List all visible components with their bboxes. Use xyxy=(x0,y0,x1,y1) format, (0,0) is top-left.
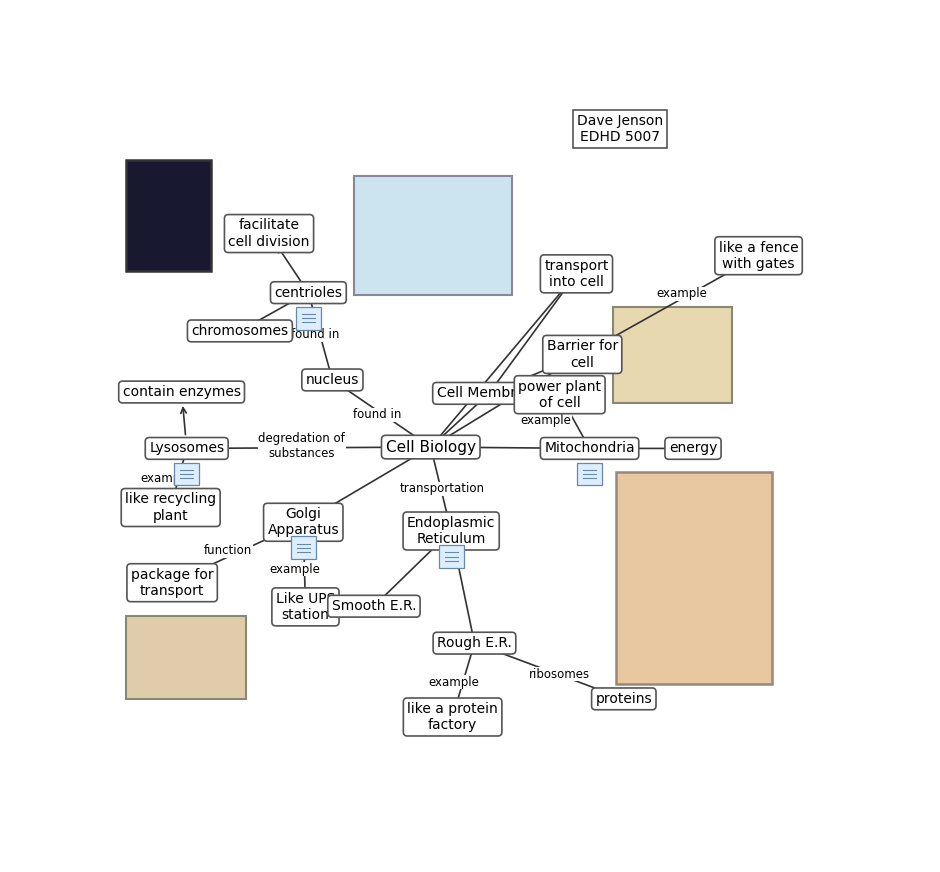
FancyBboxPatch shape xyxy=(296,307,321,330)
Text: function: function xyxy=(204,544,252,557)
FancyBboxPatch shape xyxy=(613,307,732,404)
Text: found in: found in xyxy=(353,408,401,421)
Text: Rough E.R.: Rough E.R. xyxy=(437,637,512,651)
FancyBboxPatch shape xyxy=(174,462,199,486)
FancyBboxPatch shape xyxy=(290,536,316,559)
Text: proteins: proteins xyxy=(596,691,652,705)
Text: like a fence
with gates: like a fence with gates xyxy=(719,241,798,271)
Text: example: example xyxy=(429,676,479,689)
Text: example: example xyxy=(141,472,192,485)
Text: Endoplasmic
Reticulum: Endoplasmic Reticulum xyxy=(407,516,495,546)
Text: transport
into cell: transport into cell xyxy=(544,259,608,289)
FancyBboxPatch shape xyxy=(354,176,511,295)
Text: ribosomes: ribosomes xyxy=(529,668,590,680)
FancyBboxPatch shape xyxy=(577,462,602,486)
Text: transportation: transportation xyxy=(400,482,484,495)
Text: Dave Jenson
EDHD 5007: Dave Jenson EDHD 5007 xyxy=(577,113,664,144)
Text: contain enzymes: contain enzymes xyxy=(122,385,241,399)
Text: chromosomes: chromosomes xyxy=(192,324,289,338)
Text: found in: found in xyxy=(290,329,339,342)
Text: like recycling
plant: like recycling plant xyxy=(125,493,216,522)
Text: Mitochondria: Mitochondria xyxy=(544,441,635,455)
FancyBboxPatch shape xyxy=(126,616,245,698)
Text: Cell Membrane: Cell Membrane xyxy=(436,386,541,400)
Text: facilitate
cell division: facilitate cell division xyxy=(228,219,309,249)
Text: example: example xyxy=(521,413,572,426)
Text: energy: energy xyxy=(669,441,717,455)
FancyBboxPatch shape xyxy=(616,472,772,685)
Text: centrioles: centrioles xyxy=(274,286,342,300)
FancyBboxPatch shape xyxy=(126,160,211,271)
Text: power plant
of cell: power plant of cell xyxy=(518,379,602,410)
Text: Cell Biology: Cell Biology xyxy=(385,439,476,454)
Text: like a protein
factory: like a protein factory xyxy=(407,702,498,732)
Text: example: example xyxy=(269,562,320,576)
Text: Lysosomes: Lysosomes xyxy=(149,441,225,455)
Text: Barrier for
cell: Barrier for cell xyxy=(547,339,618,370)
Text: nucleus: nucleus xyxy=(306,373,359,387)
Text: package for
transport: package for transport xyxy=(131,568,213,598)
Text: Smooth E.R.: Smooth E.R. xyxy=(332,599,416,613)
FancyBboxPatch shape xyxy=(439,545,463,568)
Text: degredation of
substances: degredation of substances xyxy=(258,432,345,460)
Text: example: example xyxy=(657,288,708,301)
Text: Like UPS
station: Like UPS station xyxy=(275,592,336,622)
Text: Golgi
Apparatus: Golgi Apparatus xyxy=(268,508,339,537)
